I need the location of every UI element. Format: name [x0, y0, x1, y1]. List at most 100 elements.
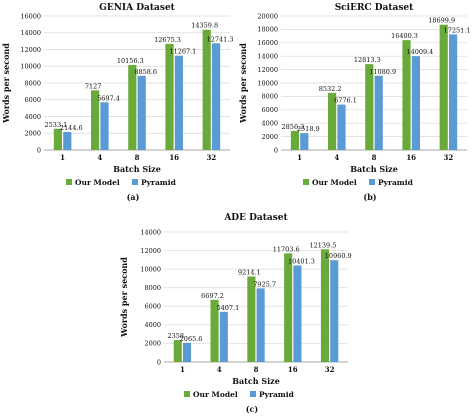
y-tick-label: 8000 — [261, 93, 278, 101]
y-tick-label: 20000 — [257, 12, 278, 20]
x-tick-label: 16 — [169, 153, 179, 162]
x-tick-label: 16 — [288, 365, 298, 374]
bar-pyramid — [449, 34, 458, 150]
x-axis-label: Batch Size — [232, 376, 280, 386]
data-label: 2533.1 — [45, 121, 68, 129]
y-tick-label: 0 — [37, 146, 41, 154]
legend-label-pyramid: Pyramid — [141, 178, 177, 187]
data-label: 2358 — [167, 332, 184, 340]
x-tick-label: 1 — [180, 365, 185, 374]
bar-our-model — [173, 340, 182, 362]
bar-pyramid — [330, 260, 339, 362]
bar-our-model — [402, 40, 411, 150]
legend: Our Model Pyramid — [303, 178, 414, 187]
legend-swatch-pyramid — [369, 179, 375, 185]
y-tick-label: 10000 — [20, 63, 41, 71]
bar-our-model — [53, 128, 62, 150]
y-tick-label: 14000 — [20, 29, 41, 37]
bar-pyramid — [411, 56, 420, 150]
bar-our-model — [202, 29, 211, 150]
bar-pyramid — [219, 311, 228, 362]
bar-pyramid — [174, 55, 183, 150]
bar-our-model — [210, 299, 219, 362]
data-label: 2065.6 — [180, 335, 203, 343]
data-label: 2144.6 — [60, 124, 83, 132]
data-label: 11080.9 — [369, 68, 396, 76]
y-tick-label: 12000 — [257, 66, 278, 74]
y-axis-label: Words per second — [1, 43, 11, 124]
bar-our-model — [439, 24, 448, 150]
legend: Our Model Pyramid — [184, 390, 295, 399]
y-tick-label: 18000 — [257, 26, 278, 34]
bar-pyramid — [256, 288, 265, 362]
data-label: 12813.3 — [354, 56, 381, 64]
data-label: 6697.2 — [201, 292, 224, 300]
bar-our-model — [328, 92, 337, 150]
data-label: 6776.1 — [334, 97, 357, 105]
genia-chart: GENIA Dataset 0 2000 4000 6000 8000 10000 12000… — [1, 3, 234, 202]
x-tick-label: 8 — [254, 365, 259, 374]
data-label: 7127 — [85, 82, 102, 90]
data-label: 16400.3 — [391, 32, 418, 40]
data-label: 18699.9 — [428, 17, 455, 25]
chart-title: GENIA Dataset — [99, 3, 176, 13]
y-tick-label: 4000 — [144, 321, 161, 329]
data-label: 12139.5 — [310, 241, 337, 249]
bar-our-model — [91, 90, 100, 150]
legend-label-pyramid: Pyramid — [259, 390, 295, 399]
y-tick-label: 16000 — [20, 12, 41, 20]
data-label: 5407.1 — [216, 304, 239, 312]
bar-pyramid — [337, 104, 346, 150]
bar-pyramid — [100, 102, 109, 150]
data-label: 17251.1 — [444, 26, 471, 34]
legend-label-pyramid: Pyramid — [378, 178, 414, 187]
data-label: 12675.3 — [154, 36, 181, 44]
bar-pyramid — [183, 342, 192, 362]
x-tick-label: 32 — [207, 153, 217, 162]
legend-swatch-pyramid — [250, 391, 256, 397]
legend-swatch-our-model — [66, 179, 72, 185]
x-tick-label: 4 — [334, 153, 339, 162]
bar-our-model — [284, 253, 293, 362]
legend-label-our-model: Our Model — [312, 178, 357, 187]
x-tick-label: 8 — [372, 153, 377, 162]
chart-title: ADE Dataset — [223, 213, 288, 223]
bar-pyramid — [374, 75, 383, 150]
data-label: 11703.6 — [273, 245, 300, 253]
data-label: 2856.3 — [282, 123, 305, 131]
x-tick-label: 32 — [444, 153, 454, 162]
scierc-chart: SciERC Dataset02000400060008000100001200… — [238, 3, 471, 202]
y-tick-label: 14000 — [257, 53, 278, 61]
y-tick-label: 10000 — [257, 79, 278, 87]
bar-pyramid — [212, 43, 221, 150]
y-tick-label: 2000 — [144, 340, 161, 348]
y-tick-label: 12000 — [20, 46, 41, 54]
y-tick-label: 8000 — [24, 79, 41, 87]
legend-swatch-pyramid — [132, 179, 138, 185]
x-tick-label: 8 — [135, 153, 140, 162]
legend-label-our-model: Our Model — [193, 390, 238, 399]
legend-label-our-model: Our Model — [75, 178, 120, 187]
bar-our-model — [165, 43, 174, 151]
bar-our-model — [247, 276, 256, 362]
y-tick-label: 6000 — [144, 303, 161, 311]
data-label: 8532.2 — [319, 85, 342, 93]
y-tick-label: 16000 — [257, 39, 278, 47]
y-tick-label: 12000 — [140, 247, 161, 255]
x-axis-label: Batch Size — [113, 164, 161, 174]
bar-our-model — [290, 130, 299, 150]
ade-chart: ADE Dataset02000400060008000100001200014… — [119, 213, 352, 414]
chart-title: SciERC Dataset — [335, 3, 414, 13]
y-tick-label: 6000 — [261, 106, 278, 114]
x-axis-label: Batch Size — [350, 164, 398, 174]
y-tick-label: 8000 — [144, 284, 161, 292]
data-label: 10401.3 — [288, 257, 315, 265]
data-label: 7925.7 — [253, 280, 276, 288]
x-tick-label: 1 — [297, 153, 302, 162]
bar-our-model — [365, 64, 374, 150]
x-tick-label: 4 — [97, 153, 102, 162]
data-label: 14359.8 — [191, 22, 218, 30]
y-tick-label: 2000 — [24, 130, 41, 138]
data-label: 12741.3 — [207, 35, 234, 43]
data-label: 10960.9 — [325, 252, 352, 260]
